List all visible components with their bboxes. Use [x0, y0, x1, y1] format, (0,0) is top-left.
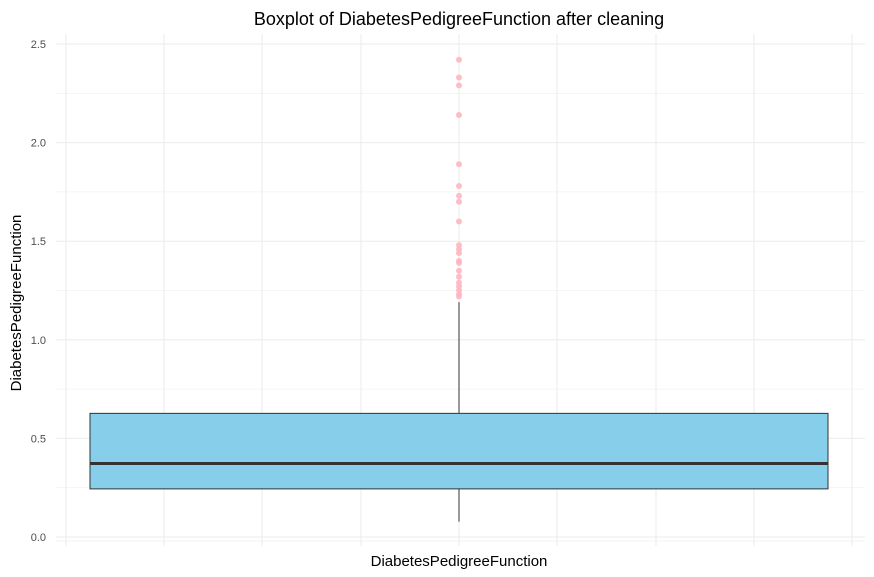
outlier-point — [456, 250, 462, 257]
outlier-point — [456, 111, 462, 118]
outlier-point — [456, 182, 462, 189]
y-tick-label: 2.0 — [31, 138, 46, 150]
outlier-point — [456, 293, 462, 300]
outlier-points — [456, 56, 462, 300]
outlier-point — [456, 192, 462, 199]
outlier-point — [456, 82, 462, 89]
y-tick-label: 0.0 — [31, 532, 46, 544]
outlier-point — [456, 161, 462, 168]
outlier-point — [456, 259, 462, 266]
y-tick-label: 0.5 — [31, 433, 46, 445]
y-tick-labels: 0.0 0.5 1.0 1.5 2.0 2.5 — [31, 39, 46, 544]
y-axis-label: DiabetesPedigreeFunction — [8, 215, 25, 392]
y-tick-label: 2.5 — [31, 39, 46, 51]
iqr-box — [89, 412, 829, 490]
outlier-point — [456, 198, 462, 205]
box-group — [89, 302, 829, 522]
outlier-point — [456, 273, 462, 280]
outlier-point — [456, 218, 462, 225]
y-tick-label: 1.5 — [31, 236, 46, 248]
y-tick-label: 1.0 — [31, 335, 46, 347]
chart-title: Boxplot of DiabetesPedigreeFunction afte… — [254, 9, 664, 29]
outlier-point — [456, 267, 462, 274]
outlier-point — [456, 74, 462, 81]
x-axis-label: DiabetesPedigreeFunction — [371, 553, 548, 570]
outlier-point — [456, 56, 462, 63]
